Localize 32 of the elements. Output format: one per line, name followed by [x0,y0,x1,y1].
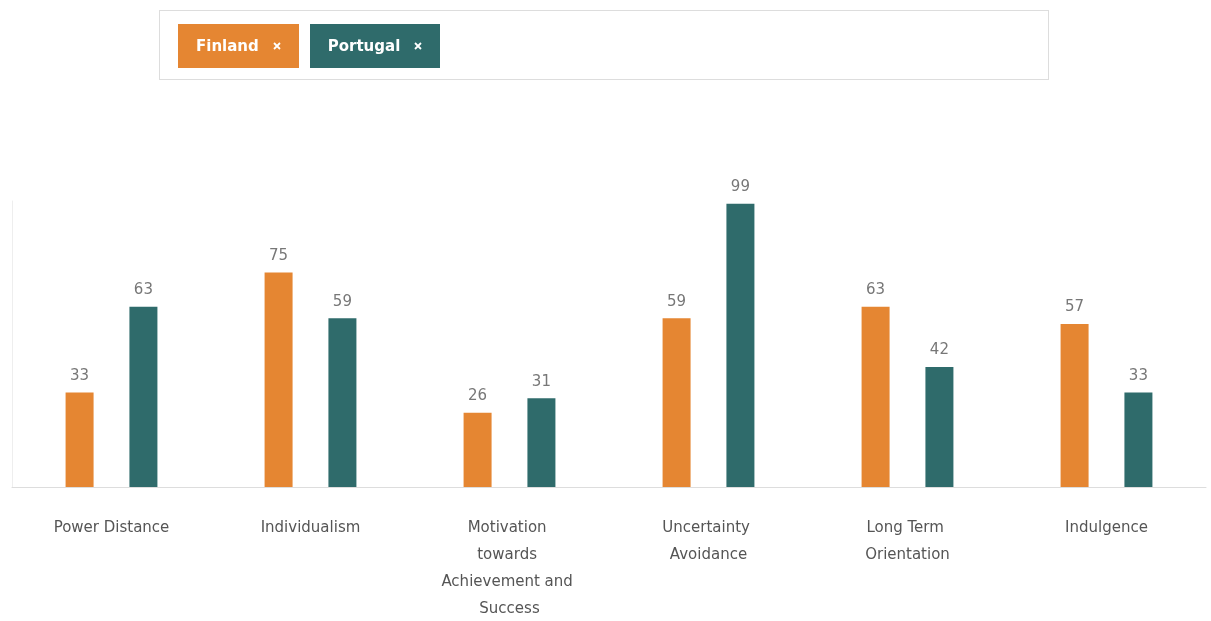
bar [65,392,94,487]
x-tick-label: Power Distance [53,517,170,536]
bar [527,398,556,487]
data-label: 63 [866,280,886,299]
data-label: 33 [1128,366,1148,385]
data-label: 26 [468,386,488,405]
data-label: 63 [133,280,153,299]
data-label: 31 [531,371,551,390]
bar [726,203,755,487]
x-tick-label: Indulgence [1065,517,1148,536]
bar [129,306,158,487]
bar [264,272,293,487]
data-label: 75 [269,246,289,264]
x-tick-label: Uncertainty Avoidance [662,517,755,563]
x-tick-label: Long Term Orientation [865,517,950,563]
bar [662,318,691,487]
x-tick-label: Motivation towards Achievement and Success [441,517,578,617]
bar [925,366,954,487]
bar [1060,323,1089,487]
data-label: 59 [667,291,687,310]
bar [1124,392,1153,487]
bar [463,412,492,487]
text: Portugal [327,37,401,55]
data-label: 59 [332,291,352,310]
bar [328,318,357,487]
bar [861,306,890,487]
text: Finland [196,37,259,55]
data-label: 99 [730,177,750,196]
data-label: 33 [70,366,90,385]
data-label: 57 [1065,297,1085,316]
x-tick-label: Individualism [260,517,361,536]
data-label: 42 [929,340,949,359]
